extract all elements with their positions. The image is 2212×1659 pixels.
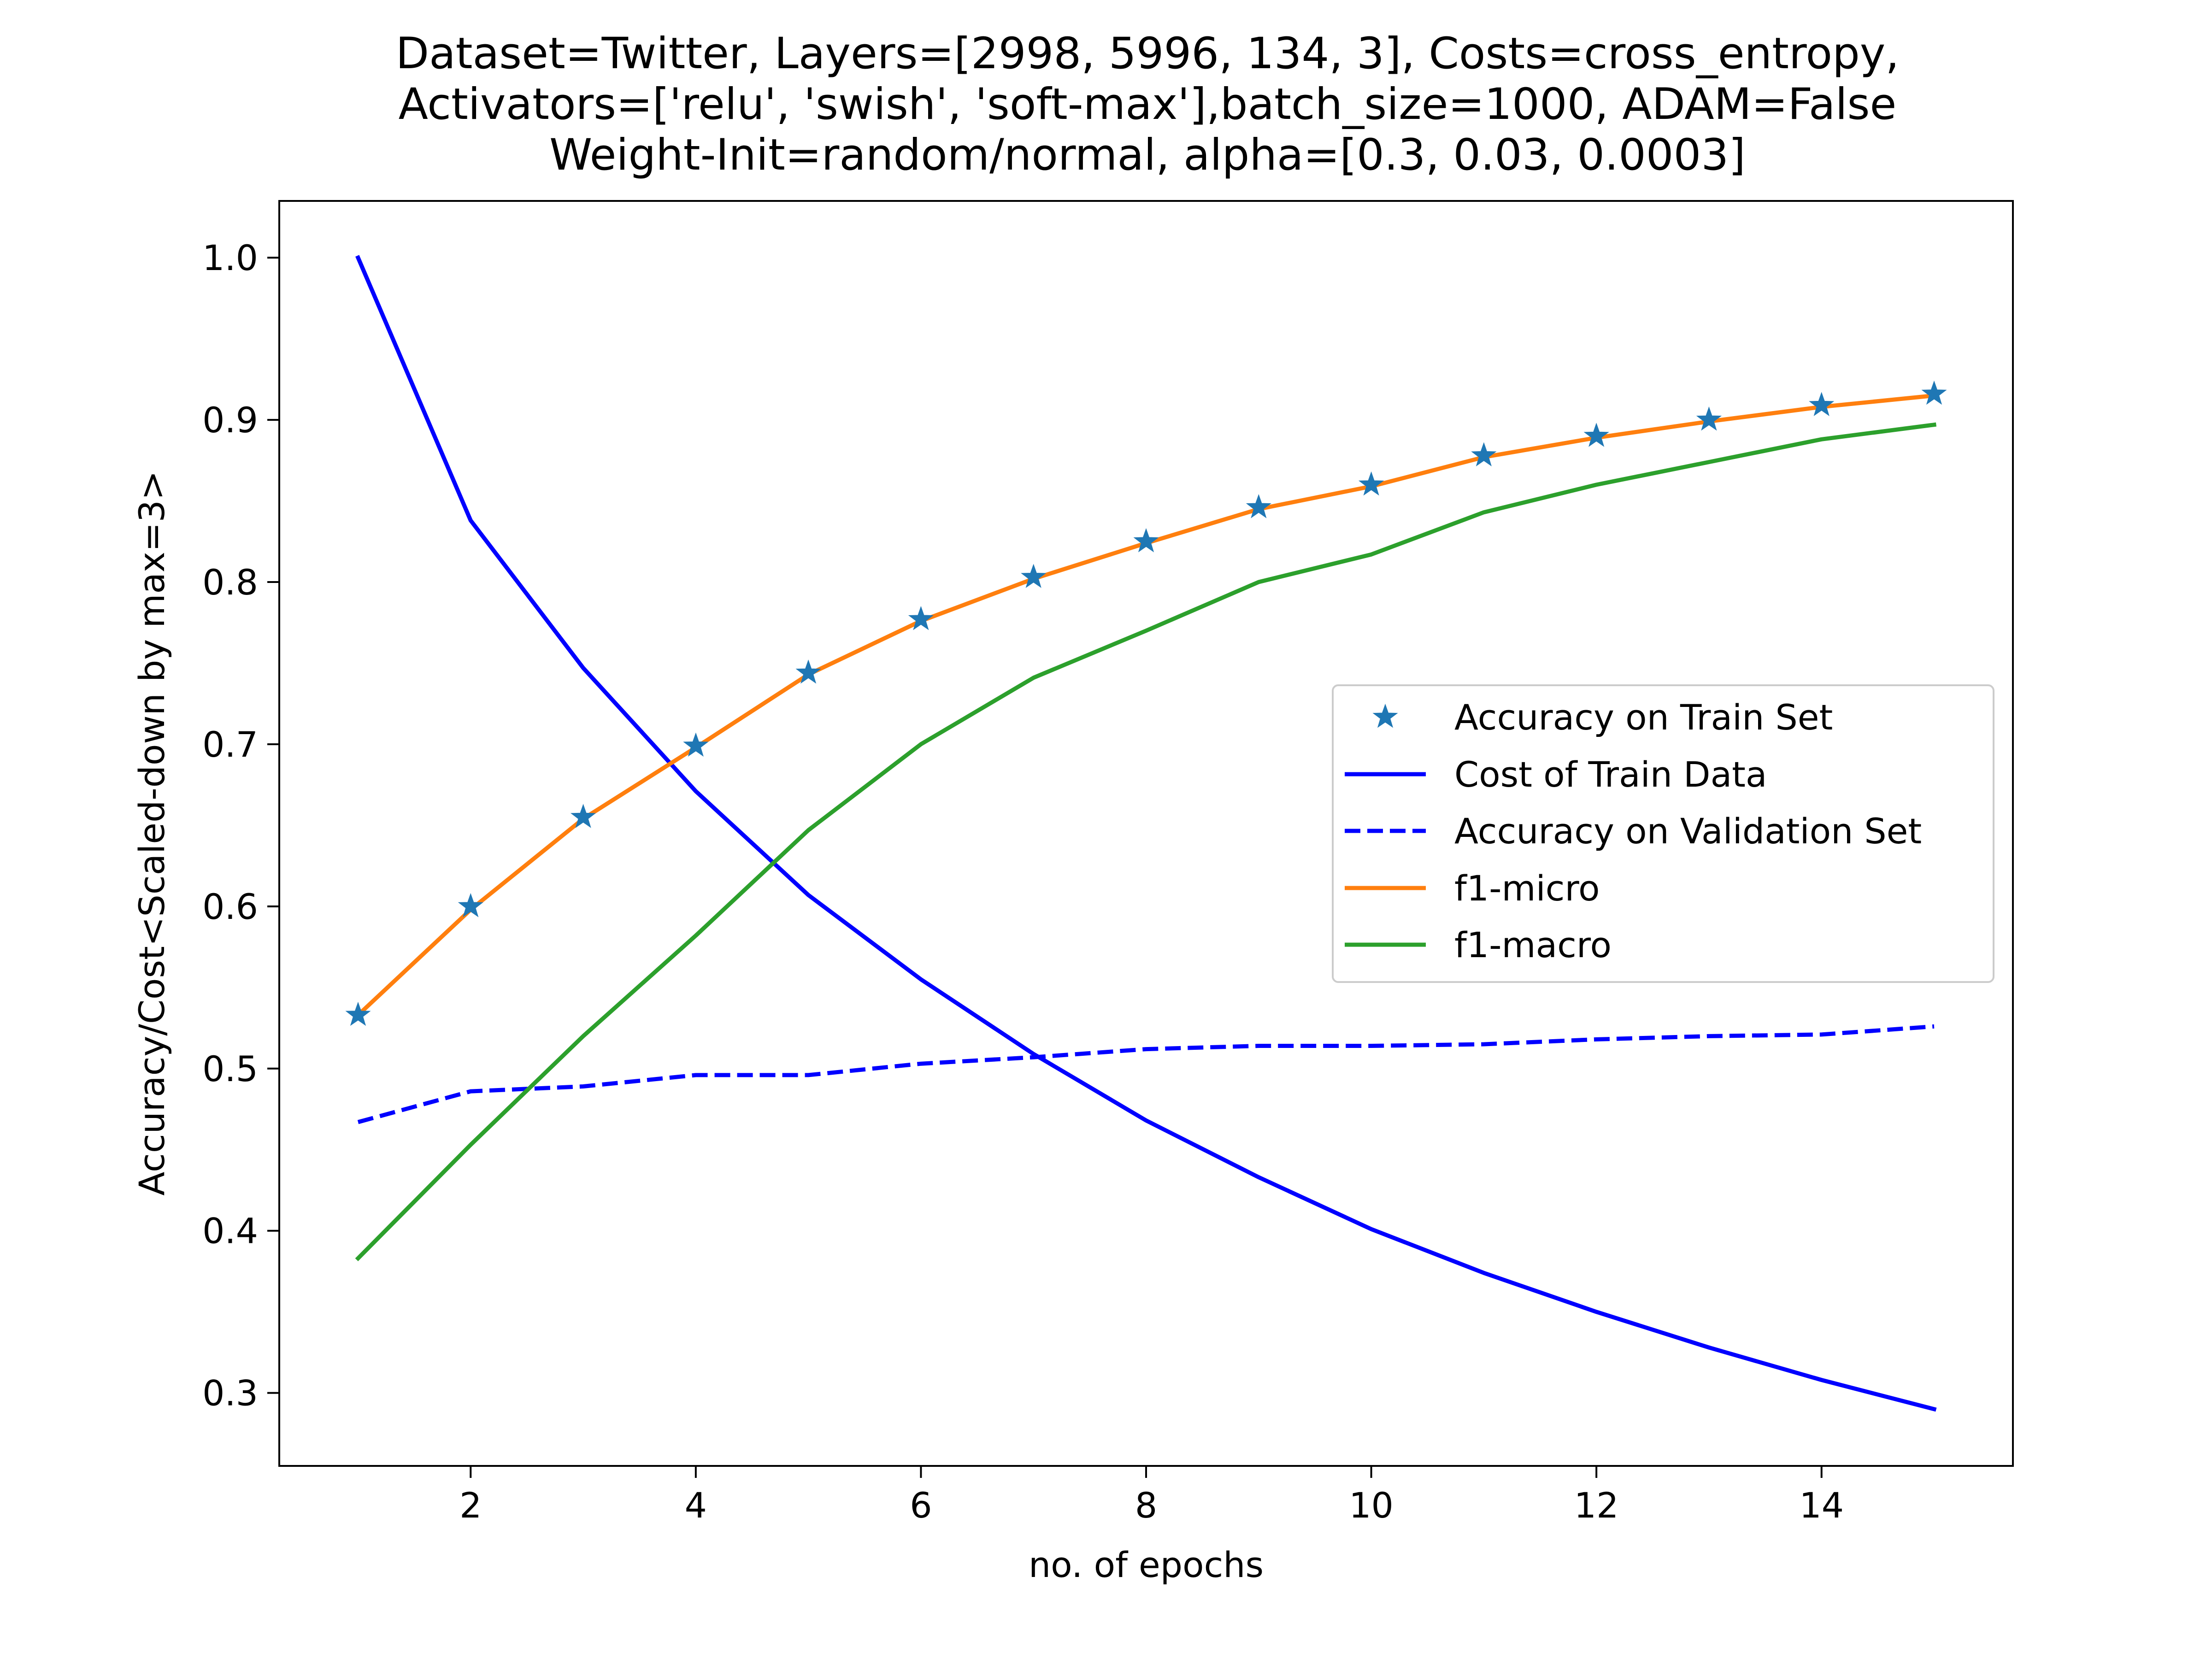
x-tick-label: 14 [1799, 1485, 1844, 1526]
x-tick-label: 4 [685, 1485, 707, 1526]
y-tick-label: 0.6 [202, 886, 258, 927]
title-line-2: Activators=['relu', 'swish', 'soft-max']… [399, 79, 1897, 129]
series-line-2 [357, 1024, 1935, 1124]
x-axis: 2 4 6 8 10 12 14 [459, 1466, 1844, 1526]
y-tick-label: 0.7 [202, 724, 258, 765]
x-tick-label: 12 [1574, 1485, 1619, 1526]
y-axis-label: Accuracy/Cost<Scaled-down by max=3> [131, 471, 172, 1195]
y-tick-label: 0.5 [202, 1048, 258, 1089]
series-line-1 [355, 255, 1937, 1412]
legend-label: f1-macro [1454, 924, 1612, 965]
series-point-0 [458, 893, 483, 918]
series-point-0 [1246, 494, 1271, 518]
series-point-0 [1358, 471, 1384, 496]
title-line-1: Dataset=Twitter, Layers=[2998, 5996, 134… [396, 29, 1900, 79]
x-tick-label: 2 [459, 1485, 482, 1526]
series-point-0 [1809, 392, 1835, 416]
series-point-0 [1133, 528, 1159, 553]
series-line-4 [355, 422, 1937, 1261]
series-point-0 [1921, 380, 1947, 405]
x-tick-label: 8 [1135, 1485, 1157, 1526]
chart-title: Dataset=Twitter, Layers=[2998, 5996, 134… [396, 29, 1900, 180]
legend: Accuracy on Train Set Cost of Train Data A… [1332, 684, 1994, 983]
series-point-0 [1471, 442, 1497, 467]
y-tick-label: 0.9 [202, 400, 258, 441]
x-tick-label: 10 [1349, 1485, 1394, 1526]
series-point-0 [1583, 423, 1609, 447]
plot-frame [278, 200, 2014, 1467]
legend-label: Cost of Train Data [1454, 754, 1767, 795]
x-axis-label: no. of epochs [1029, 1544, 1264, 1585]
y-tick-label: 1.0 [202, 237, 258, 278]
y-axis: 0.3 0.4 0.5 0.6 0.7 0.8 0.9 1.0 [202, 237, 279, 1414]
series-point-0 [1021, 564, 1047, 588]
series-point-0 [795, 659, 821, 684]
legend-label: Accuracy on Validation Set [1454, 811, 1922, 852]
legend-box [1332, 684, 1994, 983]
y-tick-label: 0.3 [202, 1373, 258, 1414]
series-point-0 [683, 732, 709, 757]
legend-label: f1-micro [1454, 868, 1600, 909]
title-line-3: Weight-Init=random/normal, alpha=[0.3, 0… [549, 130, 1746, 180]
series-point-0 [1696, 406, 1722, 431]
plot-series [345, 255, 1947, 1412]
legend-swatch [1372, 704, 1398, 728]
y-tick-label: 0.8 [202, 562, 258, 603]
series-point-0 [908, 606, 934, 630]
series-point-0 [345, 1001, 371, 1026]
series-point-0 [570, 804, 596, 828]
legend-label: Accuracy on Train Set [1454, 697, 1833, 738]
x-tick-label: 6 [910, 1485, 932, 1526]
y-tick-label: 0.4 [202, 1211, 258, 1252]
